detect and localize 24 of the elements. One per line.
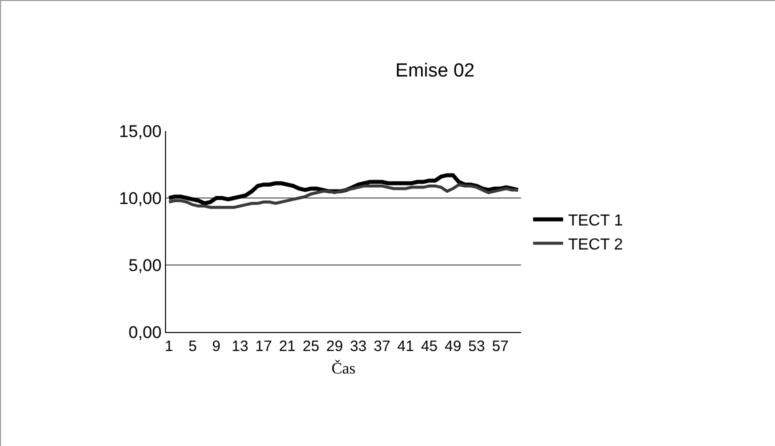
- chart-title: Emise 02: [395, 60, 475, 82]
- legend-label: TECT 2: [568, 236, 624, 254]
- x-tick-label: 53: [468, 338, 485, 355]
- x-tick-label: 45: [420, 338, 438, 355]
- y-tick-label: 10,00: [119, 188, 162, 208]
- x-tick-label: 5: [188, 338, 197, 355]
- y-tick-label: 15,00: [119, 122, 162, 141]
- x-tick-label: 33: [350, 338, 367, 355]
- x-tick-label: 37: [374, 338, 390, 355]
- x-tick-label: 21: [278, 338, 296, 355]
- x-tick-label: 25: [302, 338, 320, 355]
- line-series: [167, 183, 520, 209]
- legend-label: TECT 1: [568, 212, 624, 230]
- x-tick-label: 49: [444, 338, 462, 355]
- x-tick-label: 17: [255, 338, 272, 355]
- x-tick-label: 41: [397, 338, 414, 355]
- y-tick-label: 0,00: [128, 322, 162, 342]
- x-tick-label: 13: [232, 338, 248, 355]
- x-axis-title: Čas: [332, 360, 356, 378]
- x-tick-label: 57: [492, 338, 509, 355]
- x-tick-label: 29: [326, 338, 343, 355]
- x-tick-label: 9: [212, 338, 220, 355]
- x-tick-label: 1: [164, 338, 174, 355]
- y-tick-label: 5,00: [128, 256, 162, 275]
